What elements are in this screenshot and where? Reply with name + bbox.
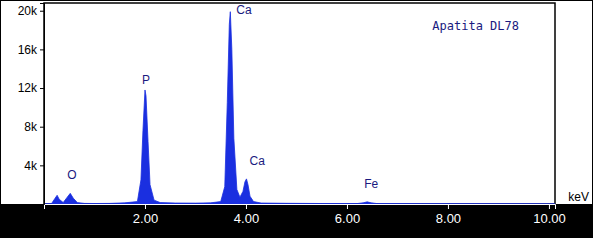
x-tick-label: 2.00 — [133, 211, 158, 226]
y-tick: 16k — [18, 43, 44, 57]
x-tick-label: 4.00 — [234, 211, 259, 226]
plot-frame — [44, 3, 555, 204]
y-tick: 4k — [24, 159, 44, 173]
y-tick-label: 4k — [24, 159, 38, 173]
plot-area — [44, 12, 555, 204]
x-tick-mark — [549, 204, 550, 209]
x-tick-label: 10.00 — [533, 211, 566, 226]
y-tick: 20k — [18, 4, 44, 18]
y-tick-mark — [40, 127, 44, 128]
y-tick: 8k — [24, 120, 44, 134]
peak-label: O — [67, 168, 76, 182]
x-axis-title: keV — [568, 190, 589, 204]
y-tick-label: 12k — [18, 81, 38, 95]
y-tick-mark — [40, 49, 44, 50]
y-tick-label: 16k — [18, 43, 38, 57]
peak-label: Ca — [236, 3, 252, 17]
y-tick-mark — [40, 11, 44, 12]
x-tick: 2.00 — [133, 204, 158, 226]
x-tick-label: 8.00 — [436, 211, 461, 226]
x-tick: 4.00 — [234, 204, 259, 226]
background — [0, 0, 593, 238]
x-tick-mark — [145, 204, 146, 209]
y-axis: 4k 8k 12k 16k 20k — [18, 4, 45, 205]
peak-label: Fe — [364, 177, 378, 191]
peak-label: P — [142, 73, 150, 87]
x-tick: 8.00 — [436, 204, 461, 226]
x-tick: 10.00 — [533, 204, 566, 226]
y-tick-label: 8k — [24, 120, 38, 134]
title: Apatita DL78 — [432, 19, 519, 33]
x-tick-mark — [448, 204, 449, 209]
x-axis: 2.00 4.00 6.00 8.00 10.00 — [45, 204, 566, 226]
y-tick-mark — [40, 88, 44, 89]
peak-label: Ca — [249, 154, 265, 168]
y-axis-line — [40, 4, 45, 205]
x-tick: 6.00 — [335, 204, 360, 226]
x-axis-line — [45, 205, 556, 210]
y-tick-mark — [40, 165, 44, 166]
chart: 2.00 4.00 6.00 8.00 10.00keV 4k 8k 12k 16k 20k Apa… — [0, 0, 593, 238]
y-tick: 12k — [18, 81, 44, 95]
x-tick-mark — [246, 204, 247, 209]
axis-band — [0, 204, 593, 238]
spectrum — [44, 12, 555, 204]
x-tick-mark — [347, 204, 348, 209]
y-tick-label: 20k — [18, 4, 38, 18]
x-tick-label: 6.00 — [335, 211, 360, 226]
border — [1, 1, 593, 238]
